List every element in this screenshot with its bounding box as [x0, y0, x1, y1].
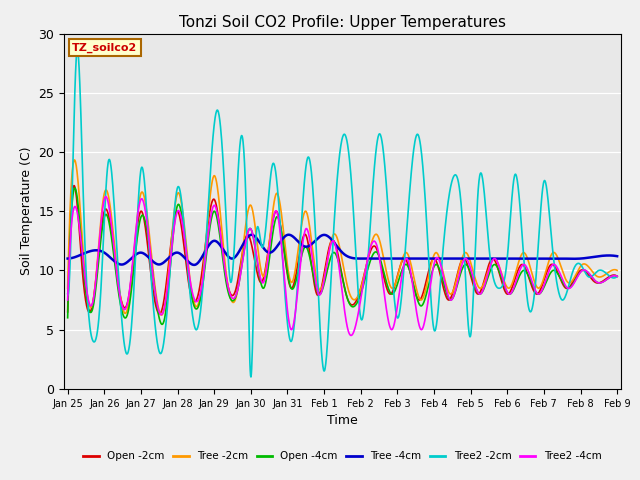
Open -4cm [607, 274, 614, 280]
Tree -4cm [553, 256, 561, 262]
Tree2 -2cm [64, 291, 72, 297]
Line: Open -2cm: Open -2cm [68, 186, 617, 313]
Line: Tree -2cm: Tree -2cm [68, 160, 617, 315]
Tree2 -4cm [150, 281, 158, 287]
Tree2 -2cm [318, 357, 326, 363]
Tree -2cm [150, 275, 158, 281]
Tree2 -4cm [318, 288, 326, 294]
Tree -4cm [472, 256, 480, 262]
Open -2cm [329, 237, 337, 243]
Tree2 -2cm [150, 310, 158, 316]
Line: Open -4cm: Open -4cm [68, 188, 617, 324]
Open -4cm [613, 274, 621, 279]
Tree -4cm [285, 232, 292, 238]
Tree2 -2cm [329, 246, 337, 252]
Tree -4cm [607, 252, 614, 258]
Tree2 -4cm [102, 194, 110, 200]
X-axis label: Time: Time [327, 414, 358, 427]
Open -4cm [64, 315, 72, 321]
Open -2cm [553, 268, 561, 274]
Tree2 -4cm [553, 264, 561, 270]
Tree2 -2cm [607, 274, 614, 280]
Y-axis label: Soil Temperature (C): Soil Temperature (C) [20, 147, 33, 276]
Tree -2cm [70, 157, 78, 163]
Tree -4cm [613, 253, 621, 259]
Tree -2cm [553, 253, 561, 259]
Open -2cm [613, 274, 621, 279]
Title: Tonzi Soil CO2 Profile: Upper Temperatures: Tonzi Soil CO2 Profile: Upper Temperatur… [179, 15, 506, 30]
Tree -4cm [318, 232, 326, 238]
Open -4cm [158, 322, 166, 327]
Tree2 -4cm [64, 297, 72, 303]
Tree2 -2cm [472, 219, 480, 225]
Tree -2cm [318, 283, 326, 289]
Line: Tree2 -4cm: Tree2 -4cm [68, 197, 617, 336]
Tree2 -4cm [472, 286, 480, 292]
Open -2cm [150, 293, 158, 299]
Open -2cm [64, 309, 72, 315]
Tree2 -2cm [553, 281, 561, 287]
Tree2 -4cm [613, 274, 621, 279]
Tree -2cm [157, 312, 165, 318]
Tree2 -2cm [74, 47, 81, 52]
Tree2 -2cm [613, 274, 621, 279]
Tree2 -4cm [328, 239, 336, 244]
Open -4cm [472, 287, 480, 293]
Open -4cm [329, 251, 337, 256]
Tree -2cm [607, 268, 614, 274]
Line: Tree2 -2cm: Tree2 -2cm [68, 49, 617, 377]
Tree2 -4cm [607, 274, 614, 280]
Tree -2cm [64, 285, 72, 291]
Line: Tree -4cm: Tree -4cm [68, 235, 617, 265]
Open -2cm [318, 281, 326, 287]
Open -2cm [70, 183, 78, 189]
Tree -4cm [190, 262, 198, 268]
Open -2cm [472, 290, 480, 296]
Tree -2cm [613, 267, 621, 273]
Tree -2cm [472, 279, 480, 285]
Open -4cm [553, 270, 561, 276]
Tree -4cm [150, 259, 157, 265]
Tree -4cm [329, 238, 337, 243]
Tree2 -4cm [348, 333, 355, 338]
Tree2 -2cm [247, 374, 255, 380]
Open -4cm [71, 185, 79, 191]
Tree -4cm [64, 256, 72, 262]
Open -4cm [318, 288, 326, 293]
Text: TZ_soilco2: TZ_soilco2 [72, 42, 138, 53]
Open -2cm [156, 311, 163, 316]
Open -4cm [150, 281, 158, 287]
Open -2cm [607, 273, 614, 279]
Legend: Open -2cm, Tree -2cm, Open -4cm, Tree -4cm, Tree2 -2cm, Tree2 -4cm: Open -2cm, Tree -2cm, Open -4cm, Tree -4… [79, 447, 605, 466]
Tree -2cm [329, 233, 337, 239]
